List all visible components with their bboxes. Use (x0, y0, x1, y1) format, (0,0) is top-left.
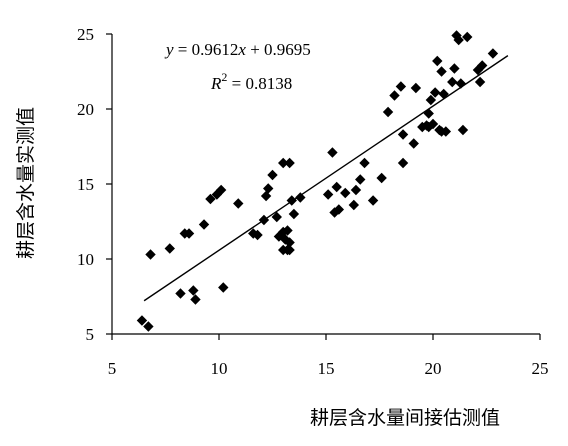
data-point (267, 169, 278, 181)
data-point (397, 157, 409, 169)
y-tick-label: 25 (77, 25, 94, 44)
data-point (143, 321, 154, 332)
data-point (389, 90, 400, 101)
y-tick-label: 15 (77, 175, 94, 194)
regression-equation: y = 0.9612x + 0.9695 (164, 40, 311, 59)
data-point (487, 48, 499, 59)
data-point (284, 244, 295, 256)
data-point (432, 55, 443, 67)
data-point (190, 294, 201, 305)
data-point (376, 172, 387, 184)
data-point (284, 157, 295, 169)
data-point (410, 82, 422, 94)
data-point (477, 60, 488, 71)
trendline (143, 55, 509, 302)
data-point (260, 190, 272, 202)
data-point (350, 184, 362, 196)
x-tick-label: 15 (318, 359, 335, 378)
r-squared: R2 = 0.8138 (210, 70, 292, 93)
data-point (284, 237, 295, 248)
y-tick-label: 5 (86, 325, 95, 344)
data-point (355, 174, 366, 185)
data-point (427, 118, 439, 130)
data-point (271, 211, 282, 223)
data-point (438, 88, 449, 100)
data-point (449, 63, 460, 74)
data-point (278, 157, 289, 169)
data-point (382, 106, 394, 118)
data-point (280, 234, 291, 245)
data-point (175, 288, 186, 299)
axes (111, 34, 540, 335)
x-ticks: 5 10 15 20 25 (108, 334, 549, 378)
data-point (263, 183, 274, 194)
x-tick-label: 10 (211, 359, 228, 378)
data-point (447, 76, 458, 88)
data-point (205, 193, 216, 205)
data-point (340, 187, 351, 199)
data-point (252, 229, 263, 241)
data-point (429, 87, 441, 98)
y-axis-title: 耕层含水量实测值 (15, 107, 37, 259)
data-point (329, 207, 340, 218)
x-axis-title: 耕层含水量间接估测值 (310, 407, 500, 429)
data-point (425, 94, 437, 106)
data-point (359, 157, 370, 169)
x-tick-label: 5 (108, 359, 117, 378)
data-point (453, 34, 464, 46)
data-point (331, 181, 342, 193)
data-point (440, 126, 452, 137)
data-point (233, 198, 244, 209)
x-tick-label: 20 (425, 359, 442, 378)
data-point (395, 81, 407, 92)
data-point (282, 225, 293, 236)
data-point (474, 76, 486, 88)
data-point (286, 195, 297, 206)
data-point (423, 108, 434, 119)
data-point (218, 282, 229, 293)
data-point (333, 204, 345, 215)
data-point (462, 31, 473, 43)
data-point (258, 214, 270, 226)
data-point (327, 147, 338, 158)
data-points (136, 30, 499, 332)
data-point (455, 78, 467, 89)
data-point (136, 315, 148, 326)
data-point (348, 199, 360, 211)
data-point (436, 66, 447, 77)
data-point (288, 208, 300, 220)
data-point (145, 249, 156, 260)
data-point (164, 243, 175, 254)
data-point (188, 285, 199, 296)
y-tick-label: 10 (77, 250, 94, 269)
x-tick-label: 25 (532, 359, 549, 378)
data-point (322, 189, 334, 200)
data-point (397, 129, 409, 140)
data-point (183, 228, 195, 239)
data-point (198, 219, 210, 230)
data-point (367, 195, 379, 206)
y-tick-label: 20 (77, 100, 94, 119)
data-point (457, 124, 469, 136)
data-point (295, 192, 306, 203)
data-point (408, 138, 419, 149)
data-point (215, 184, 227, 196)
y-ticks: 5 10 15 20 25 (77, 25, 112, 344)
